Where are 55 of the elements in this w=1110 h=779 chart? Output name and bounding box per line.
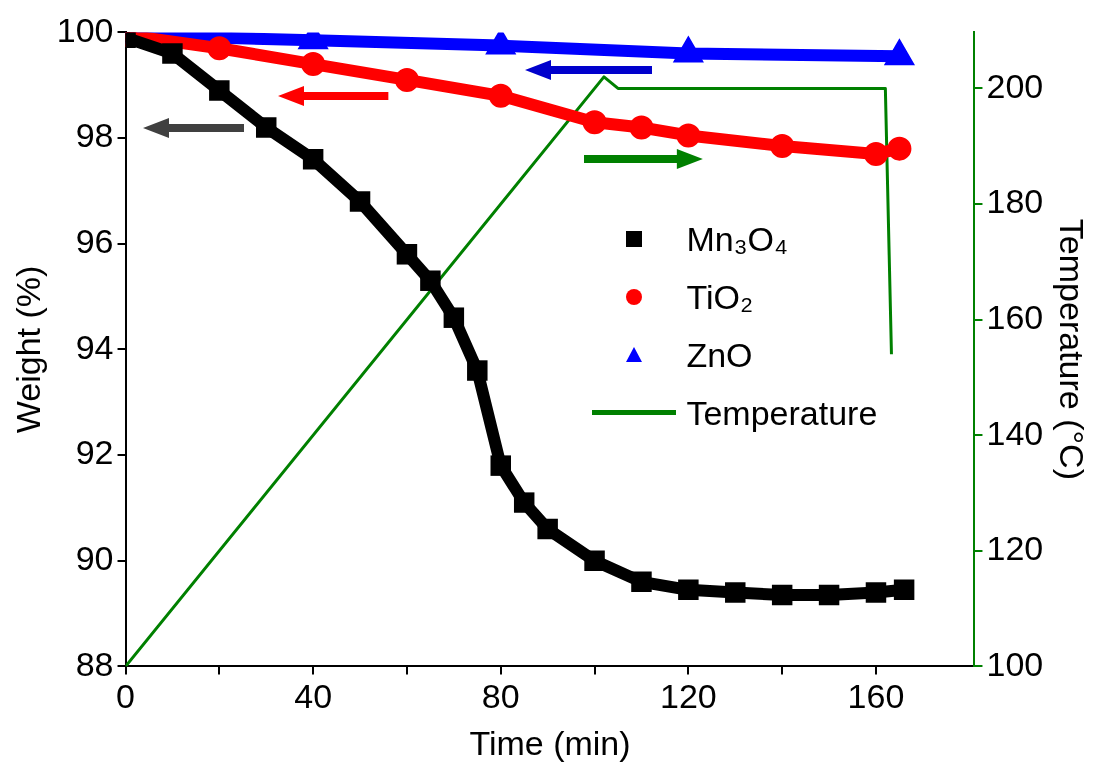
y-tick-label: 96 [75,222,114,261]
point [209,80,230,101]
y-axis-title: Weight (%) [8,265,47,434]
y2-tick-label: 140 [986,413,1044,452]
point [863,141,888,166]
point [301,52,326,77]
legend-label: Mn₃O₄ [686,218,788,260]
point [207,36,232,61]
point [443,307,465,328]
y2-tick-label: 120 [986,529,1044,568]
legend-label: TiO₂ [686,276,754,318]
point [584,550,605,571]
x-tick-label: 40 [294,677,333,716]
point [818,584,840,606]
point [490,455,511,476]
y2-tick-label: 100 [986,644,1044,683]
point [676,123,701,148]
y2-tick-label: 200 [986,66,1044,105]
point [629,115,654,140]
legend-label: Temperature [686,392,878,434]
y-tick-label: 88 [75,644,114,683]
y-tick-label: 90 [75,539,114,578]
point [725,582,746,603]
x-axis-title: Time (min) [469,723,631,762]
point [488,83,513,108]
point [678,579,699,601]
point [396,244,418,265]
point [771,584,793,606]
point [467,360,488,381]
x-tick-label: 0 [116,677,135,716]
point [631,571,652,593]
y2-tick-label: 180 [986,182,1044,221]
point [537,518,558,540]
x-tick-label: 120 [660,677,717,716]
point [302,148,324,170]
point [162,43,183,64]
y-tick-label: 94 [75,327,114,366]
y2-tick-label: 160 [986,298,1044,337]
point [394,67,419,92]
y2-axis-title: Temperature (°C) [1053,218,1092,480]
point [770,133,795,158]
point [420,270,441,291]
point [893,579,915,601]
point [513,492,535,513]
point [887,136,912,161]
point [582,110,607,135]
x-tick-label: 80 [481,677,520,716]
y-tick-label: 98 [75,116,114,155]
y-tick-label: 92 [75,433,114,472]
legend-label: ZnO [686,334,753,376]
point [255,117,277,138]
x-tick-label: 160 [847,677,905,716]
y-tick-label: 100 [56,10,114,49]
point [349,191,371,212]
point [865,582,887,603]
